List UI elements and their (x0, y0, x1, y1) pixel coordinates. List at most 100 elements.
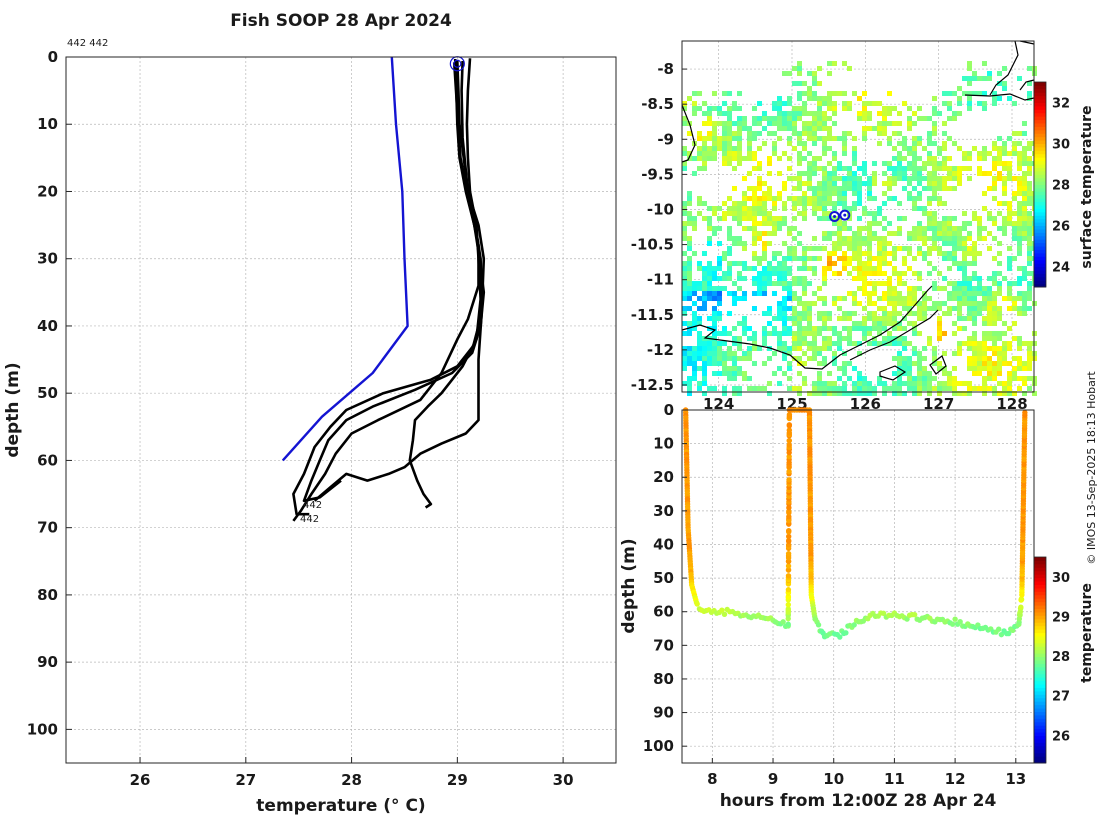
section-point (786, 442, 792, 448)
sst-cell (1027, 351, 1032, 356)
sst-cell (882, 341, 887, 346)
sst-cell (832, 221, 837, 226)
sst-cell (947, 176, 952, 181)
sst-cell (1022, 311, 1027, 316)
sst-cell (852, 171, 857, 176)
sst-cell (987, 336, 992, 341)
sst-cell (962, 91, 967, 96)
sst-cell (962, 301, 967, 306)
sst-cell (692, 91, 697, 96)
sst-cell (992, 336, 997, 341)
sst-cell (847, 131, 852, 136)
sst-cell (897, 276, 902, 281)
sst-cell (857, 261, 862, 266)
colorbar-segment (1034, 256, 1046, 261)
sst-cell (832, 61, 837, 66)
sst-cell (982, 236, 987, 241)
sst-cell (857, 266, 862, 271)
sst-cell (702, 306, 707, 311)
sst-cell (807, 196, 812, 201)
sst-cell (937, 386, 942, 391)
sst-cell (947, 256, 952, 261)
sst-cell (832, 361, 837, 366)
sst-cell (732, 341, 737, 346)
section-point (694, 601, 700, 607)
sst-cell (1007, 371, 1012, 376)
sst-cell (907, 356, 912, 361)
sst-cell (822, 236, 827, 241)
sst-cell (1027, 346, 1032, 351)
sst-cell (997, 316, 1002, 321)
sst-cell (812, 166, 817, 171)
sst-cell (857, 256, 862, 261)
sst-cell (772, 116, 777, 121)
sst-cell (867, 281, 872, 286)
series-line-cast-2 (302, 58, 486, 503)
sst-cell (797, 336, 802, 341)
sst-cell (837, 91, 842, 96)
sst-cell (822, 101, 827, 106)
sst-cell (717, 266, 722, 271)
sst-cell (897, 361, 902, 366)
sst-cell (997, 306, 1002, 311)
sst-cell (1002, 86, 1007, 91)
sst-cell (972, 276, 977, 281)
sst-cell (777, 276, 782, 281)
sst-cell (1002, 346, 1007, 351)
sst-cell (787, 231, 792, 236)
sst-cell (687, 276, 692, 281)
map-y-tick-label: -12 (647, 341, 674, 359)
sst-cell (932, 216, 937, 221)
sst-cell (1022, 191, 1027, 196)
sst-cell (992, 166, 997, 171)
sst-cell (757, 286, 762, 291)
sst-cell (912, 201, 917, 206)
sst-cell (967, 286, 972, 291)
colorbar-segment (1034, 673, 1046, 678)
sst-cell (867, 186, 872, 191)
sst-cell (787, 266, 792, 271)
sst-cell (862, 291, 867, 296)
sst-cell (852, 311, 857, 316)
sst-cell (777, 301, 782, 306)
sst-cell (692, 171, 697, 176)
sst-cell (782, 346, 787, 351)
sst-cell (977, 276, 982, 281)
sst-cell (837, 231, 842, 236)
sst-cell (807, 341, 812, 346)
sst-cell (967, 251, 972, 256)
sst-cell (702, 151, 707, 156)
sst-cell (902, 336, 907, 341)
sst-cell (867, 271, 872, 276)
sst-cell (797, 116, 802, 121)
sst-cell (767, 381, 772, 386)
sst-cell (822, 231, 827, 236)
sst-cell (817, 106, 822, 111)
sst-cell (722, 91, 727, 96)
sst-cell (887, 301, 892, 306)
sst-cell (757, 206, 762, 211)
coastline-segment (879, 365, 907, 381)
sst-cell (852, 146, 857, 151)
sst-cell (752, 216, 757, 221)
sst-cell (717, 146, 722, 151)
sst-cell (857, 191, 862, 196)
sst-cell (737, 131, 742, 136)
sst-cell (837, 331, 842, 336)
sst-cell (882, 171, 887, 176)
colorbar-segment (1034, 625, 1046, 630)
sst-cell (1012, 376, 1017, 381)
sst-cell (987, 231, 992, 236)
sst-cell (707, 241, 712, 246)
sst-cell (687, 296, 692, 301)
sst-cell (837, 161, 842, 166)
sst-cell (902, 366, 907, 371)
sst-cell (867, 221, 872, 226)
sst-cell (777, 191, 782, 196)
sst-cell (987, 276, 992, 281)
sst-cell (952, 286, 957, 291)
sst-cell (1017, 231, 1022, 236)
sst-cell (987, 316, 992, 321)
sst-cell (912, 271, 917, 276)
map-chart: 124 125 126 127 128-8-8.5-9-9.5-10-10.5-11-1… (631, 40, 1095, 413)
